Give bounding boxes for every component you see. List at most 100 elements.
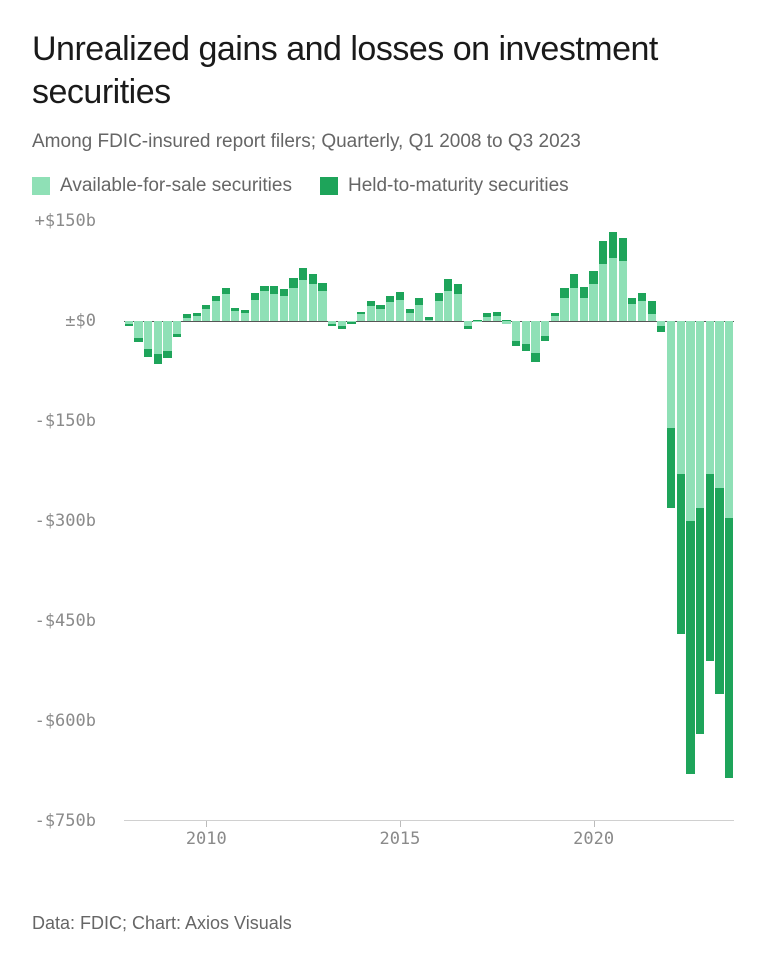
bar-column [338,221,346,821]
bar-seg-htm [193,313,201,316]
bar-column [628,221,636,821]
bar-column [493,221,501,821]
bar-column [657,221,665,821]
bar-seg-afs [473,321,481,322]
bar-seg-htm [541,336,549,341]
y-tick-label: -$150b [16,411,96,431]
bar-seg-htm [231,308,239,311]
bar-column [599,221,607,821]
bar-seg-htm [415,298,423,305]
bar-seg-afs [163,321,171,351]
bar-seg-htm [531,353,539,362]
bar-seg-htm [580,287,588,298]
bar-column [531,221,539,821]
x-tick-mark [206,821,207,827]
bar-column [231,221,239,821]
bar-seg-htm [493,312,501,316]
bar-seg-afs [483,317,491,321]
bar-seg-htm [619,238,627,261]
bar-seg-htm [212,296,220,301]
bar-column [686,221,694,821]
bar-seg-htm [706,474,714,661]
bar-column [715,221,723,821]
y-tick-label: -$300b [16,511,96,531]
bar-seg-afs [270,294,278,321]
bar-seg-afs [725,321,733,518]
bar-seg-afs [580,298,588,321]
x-tick-label: 2010 [186,829,227,849]
bar-column [522,221,530,821]
bar-seg-afs [609,258,617,321]
bar-column [483,221,491,821]
bar-column [706,221,714,821]
legend-label-htm: Held-to-maturity securities [348,175,569,197]
bar-seg-afs [144,321,152,349]
legend: Available-for-sale securities Held-to-ma… [32,175,748,197]
bar-seg-afs [415,305,423,321]
bar-seg-htm [725,518,733,778]
bar-seg-htm [222,288,230,295]
bar-seg-htm [251,293,259,300]
bar-column [396,221,404,821]
bar-seg-afs [444,291,452,321]
bar-column [386,221,394,821]
bar-column [677,221,685,821]
legend-item-htm: Held-to-maturity securities [320,175,569,197]
bar-column [560,221,568,821]
bar-seg-htm [570,274,578,287]
bar-column [696,221,704,821]
bar-column [144,221,152,821]
bar-column [667,221,675,821]
bar-seg-afs [531,321,539,353]
bar-seg-afs [454,294,462,321]
bar-seg-afs [406,313,414,321]
bar-seg-afs [599,264,607,321]
bar-column [376,221,384,821]
y-tick-label: ±$0 [16,311,96,331]
chart-card: Unrealized gains and losses on investmen… [0,0,780,973]
bar-seg-afs [241,313,249,321]
source-line: Data: FDIC; Chart: Axios Visuals [32,913,748,934]
bar-seg-afs [202,309,210,321]
bar-column [619,221,627,821]
legend-label-afs: Available-for-sale securities [60,175,292,197]
bar-column [464,221,472,821]
chart-area: 201020152020 +$150b±$0-$150b-$300b-$450b… [32,221,748,861]
bar-seg-afs [493,316,501,321]
legend-swatch-htm [320,177,338,195]
y-tick-label: -$750b [16,811,96,831]
bar-seg-htm [299,268,307,280]
bar-seg-afs [173,321,181,334]
bar-seg-htm [444,279,452,291]
bar-seg-afs [677,321,685,474]
bar-seg-htm [163,351,171,358]
bar-seg-afs [686,321,694,521]
bar-seg-htm [202,305,210,309]
bar-seg-afs [260,291,268,321]
bar-column [425,221,433,821]
bar-seg-htm [648,301,656,314]
bar-seg-htm [560,288,568,297]
bar-seg-afs [212,301,220,321]
bar-seg-afs [551,316,559,321]
bar-seg-afs [318,291,326,321]
bar-seg-htm [289,278,297,287]
bar-seg-afs [628,304,636,321]
bar-column [638,221,646,821]
bar-seg-htm [338,326,346,329]
bar-seg-afs [435,301,443,321]
bar-column [580,221,588,821]
bar-seg-htm [280,289,288,296]
bar-seg-afs [299,280,307,321]
x-tick-mark [400,821,401,827]
bar-seg-htm [589,271,597,284]
x-tick-label: 2020 [573,829,614,849]
bar-column [212,221,220,821]
bar-seg-htm [376,305,384,309]
bar-column [125,221,133,821]
bar-seg-htm [125,324,133,325]
bar-seg-htm [522,344,530,351]
bar-column [241,221,249,821]
bar-column [183,221,191,821]
bar-column [609,221,617,821]
